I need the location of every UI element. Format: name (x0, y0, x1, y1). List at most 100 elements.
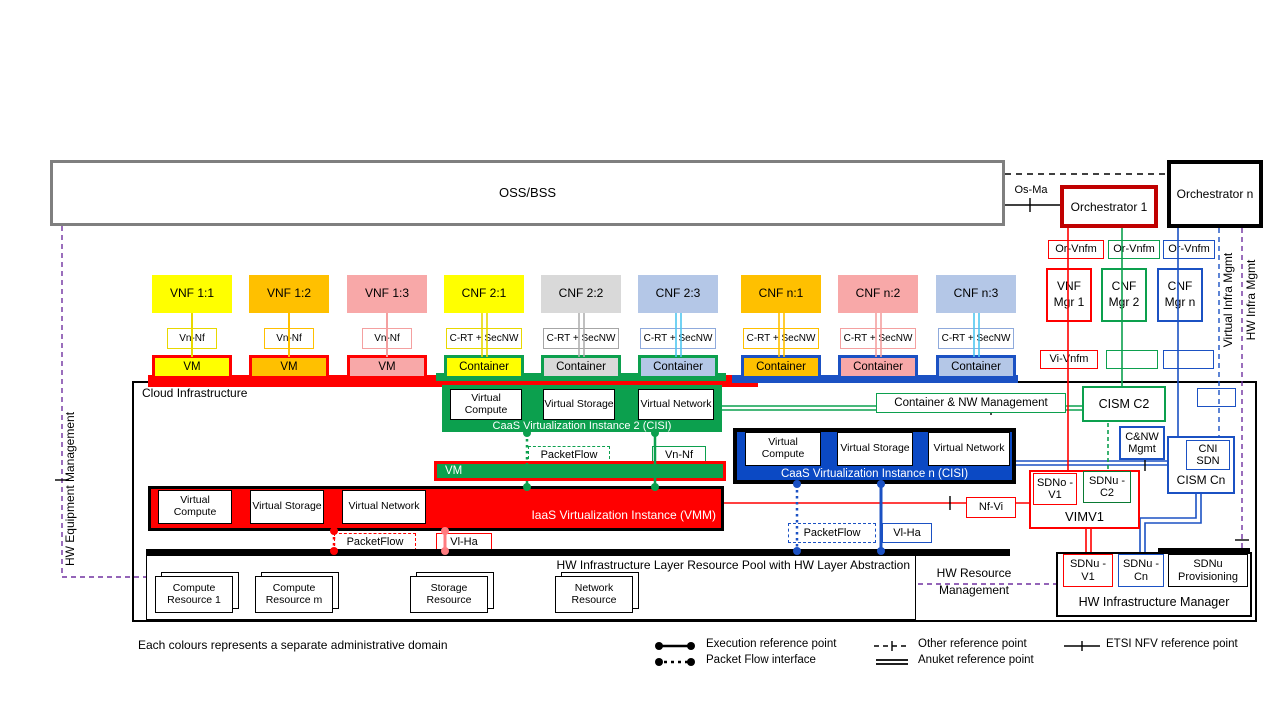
or-vnfm-label-green: Or-Vnfm (1108, 240, 1160, 259)
caas2-virtual-network: Virtual Network (638, 389, 714, 420)
caas2-virtual-storage: Virtual Storage (543, 389, 615, 420)
caasn-virtual-network: Virtual Network (928, 432, 1010, 466)
host-box-container-1: Container (444, 355, 524, 379)
iaas-box (148, 486, 724, 531)
cnf-mgr-2-box: CNF Mgr 2 (1101, 268, 1147, 322)
iaas-virtual-storage: Virtual Storage (250, 490, 324, 524)
hw-infra-mgmt-label: HW Infra Mgmt (1244, 259, 1258, 341)
cnf-mgr-n-box: CNF Mgr n (1157, 268, 1203, 322)
resource-storage: Storage Resource (410, 576, 488, 613)
oss-bss-label: OSS/BSS (498, 184, 557, 200)
vi-vnfm-blue-box (1163, 350, 1214, 369)
caasn-domain-strip (732, 375, 1018, 383)
caas2-label: CaaS Virtualization Instance 2 (CISI) (492, 419, 672, 432)
caasn-packetflow-label: PacketFlow (788, 523, 876, 543)
nf-box-cnf-2-2: CNF 2:2 (541, 275, 621, 313)
vim-v1-label: VIMV1 (1064, 508, 1104, 524)
ref-label-crt-secnw-4: C-RT + SecNW (743, 328, 819, 349)
execution-ref-icon (652, 639, 698, 657)
small-blue-box (1197, 388, 1236, 407)
caasn-vl-ha-label: Vl-Ha (882, 523, 932, 543)
ref-label-crt-secnw-1: C-RT + SecNW (446, 328, 522, 349)
oss-bss-box: OSS/BSS (50, 160, 1005, 226)
vm-bar-label: VM (445, 464, 463, 477)
ref-label-crt-secnw-2: C-RT + SecNW (543, 328, 619, 349)
host-box-vm-3: VM (347, 355, 427, 379)
nf-box-cnf-n-2: CNF n:2 (838, 275, 918, 313)
host-box-container-6: Container (936, 355, 1016, 379)
ref-label-vn-nf-2: Vn-Nf (264, 328, 314, 349)
hw-infra-manager-label: HW Infrastructure Manager (1078, 595, 1230, 609)
hw-equipment-management-label: HW Equipment Management (63, 411, 77, 567)
ref-label-crt-secnw-3: C-RT + SecNW (640, 328, 716, 349)
etsi-ref-icon (1062, 639, 1102, 657)
container-nw-management-label: Container & NW Management (876, 393, 1066, 413)
resource-network: Network Resource (555, 576, 633, 613)
orchestrator-n-box: Orchestrator n (1167, 160, 1263, 228)
iaas-virtual-compute: Virtual Compute (158, 490, 232, 524)
caas2-virtual-compute: Virtual Compute (450, 389, 522, 420)
os-ma-label: Os-Ma (1014, 183, 1048, 196)
sdnu-cn-box: SDNu -Cn (1118, 554, 1164, 587)
host-box-container-5: Container (838, 355, 918, 379)
iaas-vl-ha-label: Vl-Ha (436, 533, 492, 551)
legend-execution-label: Execution reference point (706, 638, 837, 650)
legend-etsi-label: ETSI NFV reference point (1106, 638, 1238, 650)
iaas-label: IaaS Virtualization Instance (VMM) (531, 508, 716, 523)
host-box-container-2: Container (541, 355, 621, 379)
ref-label-vn-nf-1: Vn-Nf (167, 328, 217, 349)
sdnu-provisioning-bar (1158, 548, 1250, 554)
vnf-mgr-1-box: VNF Mgr 1 (1046, 268, 1092, 322)
ref-label-crt-secnw-6: C-RT + SecNW (938, 328, 1014, 349)
anuket-ref-icon (872, 655, 912, 673)
host-box-vm-1: VM (152, 355, 232, 379)
nf-box-cnf-n-1: CNF n:1 (741, 275, 821, 313)
or-vnfm-label-blue: Or-Vnfm (1163, 240, 1215, 259)
nf-box-vnf-1-1: VNF 1:1 (152, 275, 232, 313)
cnw-mgmt-box: C&NW Mgmt (1119, 426, 1165, 460)
resource-compute-m: Compute Resource m (255, 576, 333, 613)
host-box-container-4: Container (741, 355, 821, 379)
vi-vnfm-green-box (1106, 350, 1158, 369)
orchestrator-1-label: Orchestrator 1 (1070, 199, 1148, 214)
hw-resource-management-label: HW Resource Management (936, 566, 1012, 597)
resource-compute-1: Compute Resource 1 (155, 576, 233, 613)
vi-vnfm-label: Vi-Vnfm (1040, 350, 1098, 369)
cni-sdn-box: CNI SDN (1186, 440, 1230, 470)
nf-box-vnf-1-3: VNF 1:3 (347, 275, 427, 313)
legend-packet-flow-label: Packet Flow interface (706, 654, 816, 666)
cism-cn-label: CISM Cn (1176, 473, 1226, 488)
packet-flow-icon (652, 655, 698, 673)
nf-box-vnf-1-2: VNF 1:2 (249, 275, 329, 313)
cism-c2-box: CISM C2 (1082, 386, 1166, 422)
host-box-container-3: Container (638, 355, 718, 379)
iaas-virtual-network: Virtual Network (342, 490, 426, 524)
sdnu-c2-box: SDNu -C2 (1083, 471, 1131, 503)
cloud-infrastructure-title: Cloud Infrastructure (142, 386, 248, 401)
orchestrator-n-label: Orchestrator n (1176, 187, 1254, 201)
vm-bar: VM (434, 461, 726, 481)
sdnu-provisioning-box: SDNu Provisioning (1168, 554, 1248, 587)
iaas-packetflow-label: PacketFlow (334, 533, 416, 551)
nf-box-cnf-n-3: CNF n:3 (936, 275, 1016, 313)
ref-label-vn-nf-3: Vn-Nf (362, 328, 412, 349)
nf-box-cnf-2-1: CNF 2:1 (444, 275, 524, 313)
virtual-infra-mgmt-label: Virtual Infra Mgmt (1221, 252, 1235, 348)
nf-vi-label: Nf-Vi (966, 497, 1016, 518)
nf-box-cnf-2-3: CNF 2:3 (638, 275, 718, 313)
caasn-virtual-storage: Virtual Storage (837, 432, 913, 466)
host-box-vm-2: VM (249, 355, 329, 379)
sdnu-v1-box: SDNu -V1 (1063, 554, 1113, 587)
caasn-label: CaaS Virtualization Instance n (CISI) (780, 467, 969, 480)
or-vnfm-label-red: Or-Vnfm (1048, 240, 1104, 259)
orchestrator-1-box: Orchestrator 1 (1060, 185, 1158, 228)
legend-anuket-label: Anuket reference point (918, 654, 1034, 666)
caasn-virtual-compute: Virtual Compute (745, 432, 821, 466)
legend-note: Each colours represents a separate admin… (138, 638, 448, 652)
sdno-v1-box: SDNo -V1 (1033, 473, 1077, 505)
hw-pool-box (146, 552, 916, 620)
ref-label-crt-secnw-5: C-RT + SecNW (840, 328, 916, 349)
legend-other-label: Other reference point (918, 638, 1027, 650)
other-ref-icon (872, 639, 912, 657)
hw-pool-label: HW Infrastructure Layer Resource Pool wi… (556, 557, 910, 572)
